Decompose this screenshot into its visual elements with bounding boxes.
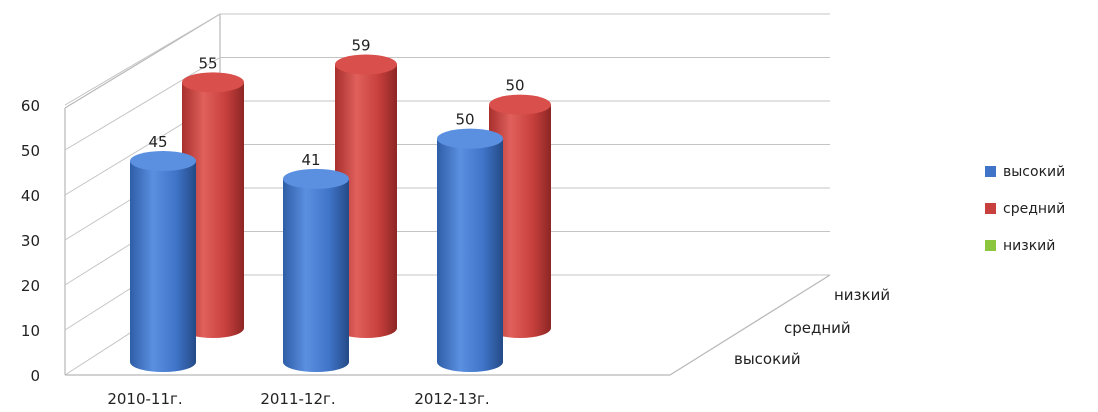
- depth-axis: высокий средний низкий: [734, 286, 890, 368]
- legend: высокий средний низкий: [985, 164, 1065, 254]
- bar-body: [182, 82, 244, 338]
- x-tick-label: 2010-11г.: [107, 390, 182, 408]
- y-axis: 0 10 20 30 40 50 60: [21, 97, 40, 385]
- data-label: 50: [455, 111, 474, 129]
- bar-top: [335, 54, 397, 75]
- legend-swatch: [985, 240, 996, 251]
- y-tick-label: 20: [21, 277, 40, 295]
- bar-body: [437, 138, 503, 372]
- gridline: [64, 13, 221, 106]
- y-tick-label: 40: [21, 187, 40, 205]
- y-tick-label: 10: [21, 322, 40, 340]
- x-tick-label: 2012-13г.: [414, 390, 489, 408]
- legend-label: средний: [1003, 201, 1065, 217]
- depth-tick-label: высокий: [734, 350, 801, 368]
- bar-top: [182, 72, 244, 93]
- legend-label: высокий: [1003, 164, 1065, 180]
- bar-top: [437, 128, 503, 149]
- data-label: 41: [301, 151, 320, 169]
- bar-top: [489, 94, 551, 115]
- data-label: 55: [198, 54, 217, 72]
- bar-body: [283, 178, 349, 372]
- y-tick-label: 50: [21, 142, 40, 160]
- bar: 45: [130, 133, 196, 372]
- bar: 55: [182, 54, 244, 338]
- gridline: [64, 57, 221, 151]
- y-tick-label: 0: [30, 367, 40, 385]
- data-label: 59: [351, 36, 370, 54]
- x-axis: 2010-11г. 2011-12г. 2012-13г.: [107, 390, 489, 408]
- bar-top: [283, 168, 349, 189]
- depth-tick-label: низкий: [834, 286, 890, 304]
- bar: 41: [283, 151, 349, 372]
- bar: 50: [489, 77, 551, 339]
- data-label: 50: [505, 77, 524, 95]
- bar: 59: [335, 36, 397, 338]
- depth-tick-label: средний: [784, 319, 851, 337]
- bar-body: [489, 104, 551, 339]
- bar-body: [130, 161, 196, 372]
- y-tick-label: 30: [21, 232, 40, 250]
- bar-body: [335, 64, 397, 338]
- legend-label: низкий: [1003, 238, 1055, 254]
- x-tick-label: 2011-12г.: [260, 390, 335, 408]
- legend-swatch: [985, 166, 996, 177]
- bar-top: [130, 151, 196, 171]
- legend-swatch: [985, 203, 996, 214]
- data-label: 45: [148, 133, 167, 151]
- bar: 50: [437, 111, 503, 372]
- bars: 55 59 50 45 41 50: [130, 36, 551, 372]
- y-tick-label: 60: [21, 97, 40, 115]
